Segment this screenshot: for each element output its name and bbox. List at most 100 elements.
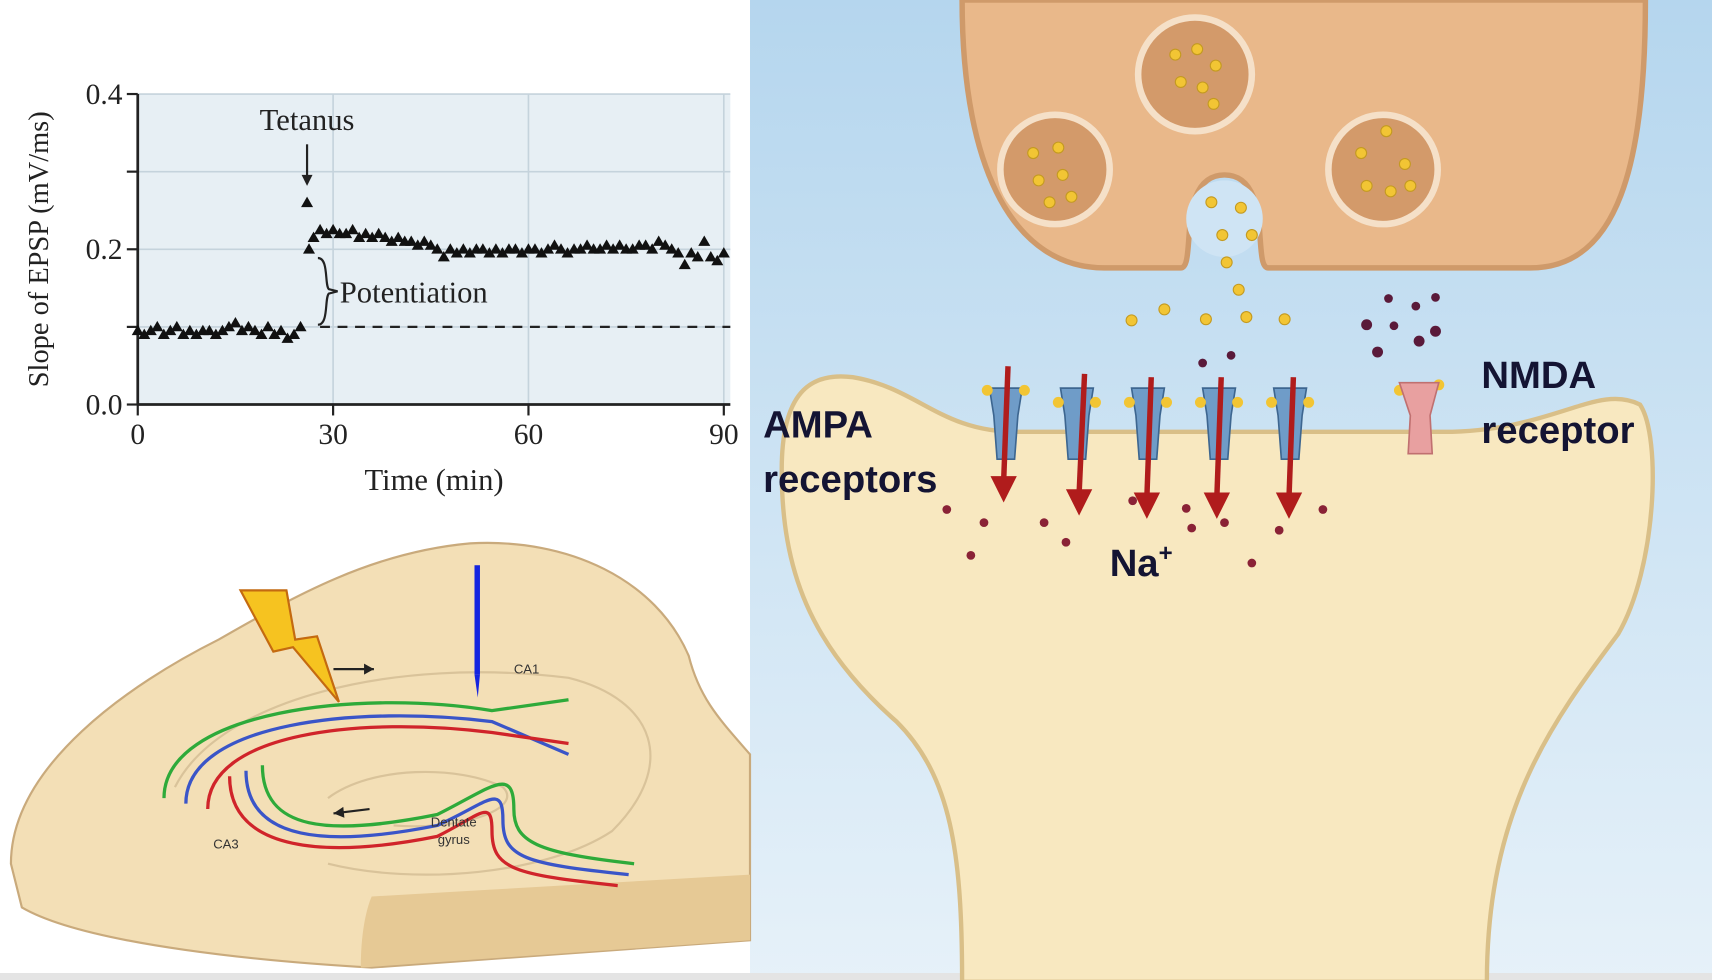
label: NMDA xyxy=(1481,354,1596,397)
data-point xyxy=(177,328,190,340)
x-tick-label: 0 xyxy=(130,419,145,451)
data-point xyxy=(144,324,157,336)
data-point xyxy=(594,243,607,254)
data-point xyxy=(301,196,314,208)
data-point xyxy=(555,243,568,254)
fissure xyxy=(173,671,652,876)
data-point xyxy=(665,243,678,254)
data-point xyxy=(561,247,574,258)
data-point xyxy=(574,243,587,254)
data-point xyxy=(261,320,275,332)
data-point xyxy=(138,328,151,340)
annotation: Tetanus xyxy=(260,103,355,137)
x-tick-label: 90 xyxy=(709,419,739,451)
arrowhead xyxy=(364,663,374,675)
data-point xyxy=(229,317,242,328)
data-point xyxy=(346,223,359,235)
slice-edge xyxy=(360,874,751,968)
data-point xyxy=(268,328,281,340)
slice xyxy=(9,541,752,969)
data-point xyxy=(431,243,444,254)
data-point xyxy=(678,258,691,270)
data-point xyxy=(151,320,164,332)
data-point xyxy=(405,235,418,246)
vesicle xyxy=(1325,111,1441,228)
data-point xyxy=(164,324,177,336)
ions-intracellular xyxy=(942,496,1328,568)
x-axis-title: Time (min) xyxy=(364,463,503,497)
data-point xyxy=(303,243,316,254)
fiber-red xyxy=(206,725,569,810)
data-point xyxy=(639,239,652,250)
data-point xyxy=(691,251,704,262)
data-point xyxy=(463,247,476,258)
data-point xyxy=(216,324,229,336)
data-point xyxy=(541,243,555,254)
fiber-red xyxy=(227,776,618,888)
data-point xyxy=(131,324,144,336)
data-point xyxy=(535,247,548,258)
data-point xyxy=(222,320,235,332)
fiber-blue xyxy=(184,714,570,804)
y-tick-label: 0.2 xyxy=(86,234,123,266)
data-point xyxy=(424,239,437,250)
nmda-receptor xyxy=(1398,381,1440,455)
data-point xyxy=(248,324,261,336)
bottom-strip xyxy=(0,973,1712,980)
x-tick-label: 30 xyxy=(318,419,348,451)
data-point xyxy=(235,324,248,336)
data-point xyxy=(418,235,431,246)
data-point xyxy=(209,328,222,340)
data-point xyxy=(170,320,183,332)
data-point xyxy=(528,243,541,254)
data-point xyxy=(613,239,626,250)
label: receptor xyxy=(1481,409,1634,452)
label: AMPA xyxy=(763,403,873,446)
data-point xyxy=(190,328,203,340)
bound-transmitter xyxy=(981,379,1445,408)
annotation: Potentiation xyxy=(340,275,488,309)
stimulus-bolt xyxy=(238,589,340,703)
chart: 0.0 0.2 0.4 0 30 60 90 Time (min) Slope of EPSP … xyxy=(24,79,738,497)
data-point xyxy=(685,247,698,258)
data-point xyxy=(242,320,255,332)
data-point xyxy=(581,239,594,250)
ion-name: Na xyxy=(1110,542,1160,585)
data-point xyxy=(307,231,320,243)
ion-label: Na+ xyxy=(1110,540,1173,585)
presynaptic-terminal xyxy=(959,0,1649,271)
data-point xyxy=(483,247,496,258)
data-point xyxy=(717,247,730,258)
data-point xyxy=(359,227,372,239)
ampa-receptors xyxy=(981,366,1445,519)
data-point xyxy=(275,324,288,336)
fiber-green xyxy=(260,765,635,866)
y-tick-label: 0.0 xyxy=(86,389,123,421)
fusing-vesicle xyxy=(1186,180,1263,257)
data-point xyxy=(392,231,405,243)
hippocampus-diagram: CA1 CA3 Dentate gyrus xyxy=(9,541,752,969)
vesicles xyxy=(997,14,1441,228)
data-point xyxy=(509,243,522,254)
data-point xyxy=(294,320,307,332)
data-point xyxy=(183,324,196,336)
arrowhead xyxy=(333,806,345,818)
label: Dentate xyxy=(431,815,477,830)
data-point xyxy=(548,239,561,250)
data-point xyxy=(672,247,685,258)
data-point xyxy=(489,243,502,254)
data-point xyxy=(698,235,711,246)
data-point xyxy=(320,227,333,239)
data-point xyxy=(607,243,620,254)
data-point xyxy=(385,235,398,246)
vesicle xyxy=(1134,14,1256,135)
data-point xyxy=(255,328,268,340)
ion-charge: + xyxy=(1159,540,1173,567)
label: CA3 xyxy=(213,836,239,851)
vesicle xyxy=(997,111,1113,228)
y-axis-title: Slope of EPSP (mV/ms) xyxy=(24,111,55,387)
data-point xyxy=(659,239,672,250)
ion-flow-arrows xyxy=(990,366,1303,519)
